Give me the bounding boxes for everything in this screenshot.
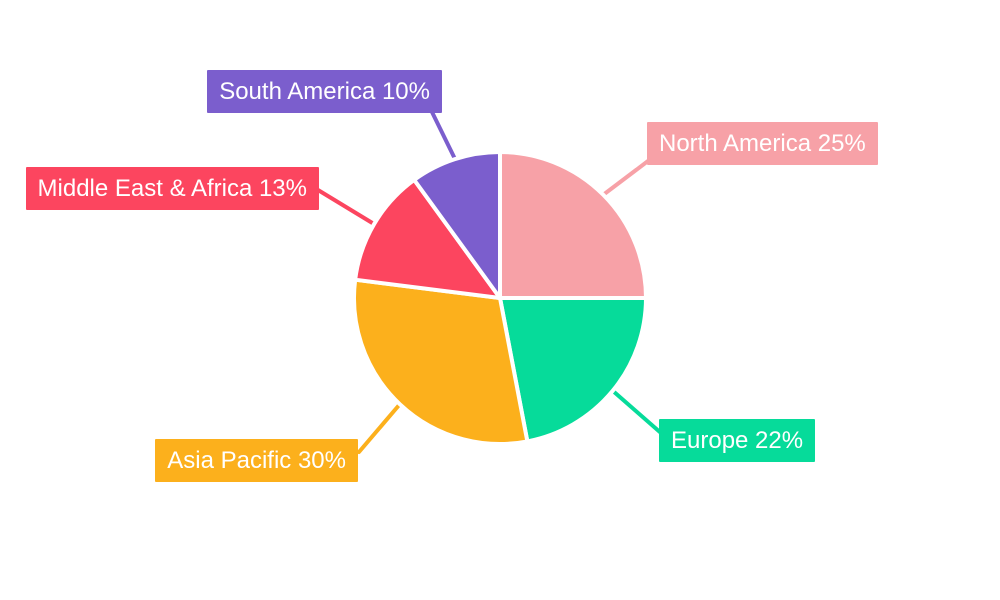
callout-connector-north-america	[601, 159, 650, 197]
pie-slice-asia-pacific[interactable]	[352, 277, 530, 446]
slice-label-south-america: South America 10%	[207, 70, 442, 113]
slice-label-asia-pacific: Asia Pacific 30%	[155, 439, 358, 482]
callout-connector-asia-pacific	[357, 402, 402, 454]
slice-label-middle-east-africa: Middle East & Africa 13%	[25, 167, 319, 210]
callout-connector-europe	[611, 389, 663, 435]
slice-label-europe: Europe 22%	[659, 419, 816, 462]
pie-slice-south-america[interactable]	[412, 150, 502, 300]
callout-connector-south-america	[430, 110, 457, 161]
callout-connector-middle-east-africa	[316, 188, 376, 226]
pie-slice-europe[interactable]	[498, 296, 648, 444]
slice-label-north-america: North America 25%	[647, 122, 878, 165]
pie-slice-north-america[interactable]	[498, 150, 648, 300]
pie-slice-middle-east-africa[interactable]	[353, 177, 502, 300]
